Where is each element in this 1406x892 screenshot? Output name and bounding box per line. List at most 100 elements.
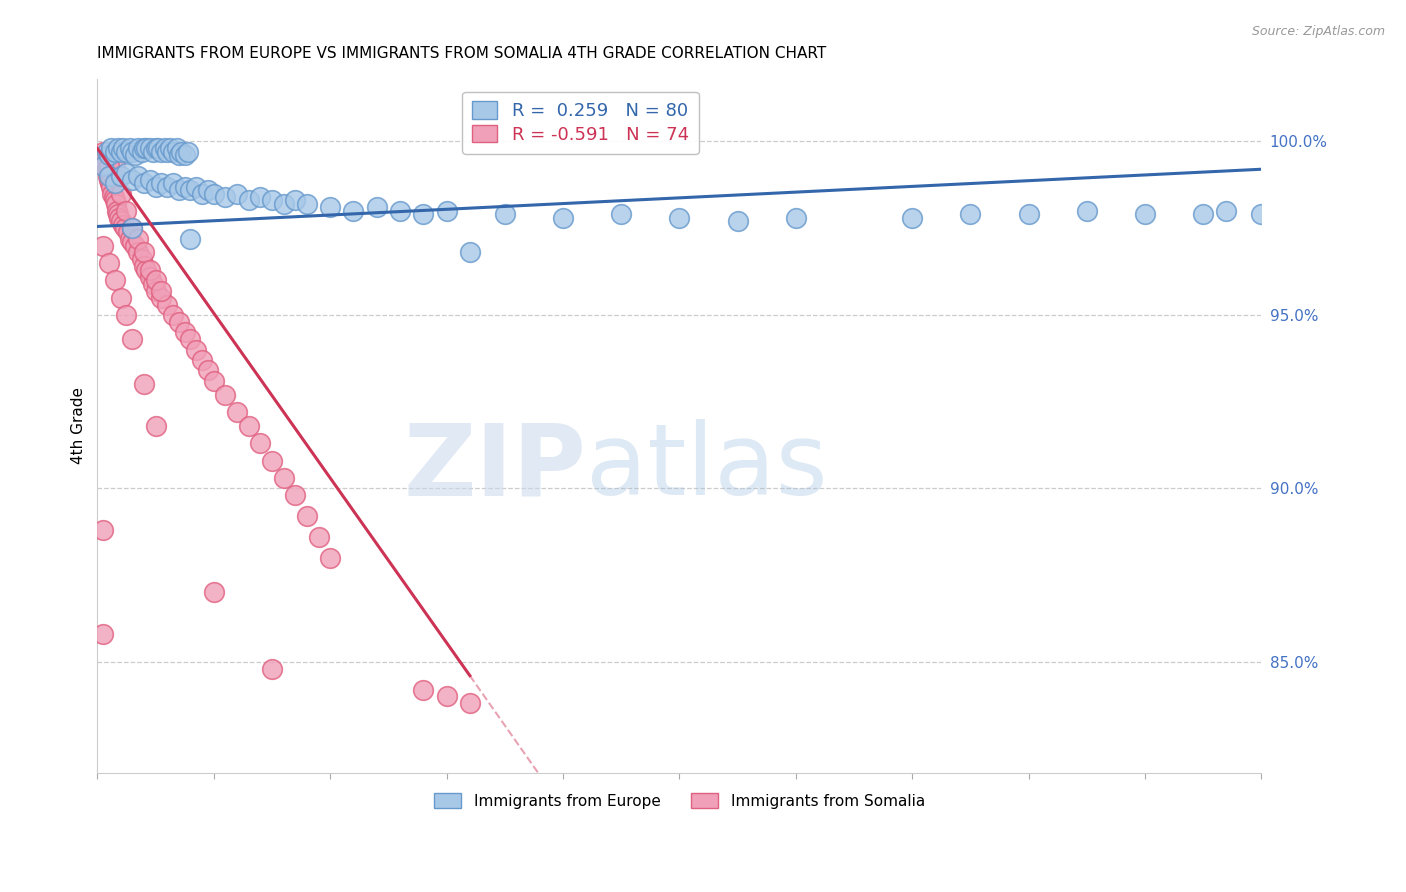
- Point: [121, 172, 143, 186]
- Point: [260, 453, 283, 467]
- Point: [91, 238, 114, 252]
- Point: [436, 203, 458, 218]
- Point: [121, 235, 143, 249]
- Point: [1250, 207, 1272, 221]
- Point: [124, 238, 146, 252]
- Point: [412, 207, 434, 221]
- Point: [104, 194, 127, 208]
- Point: [115, 145, 138, 159]
- Point: [117, 225, 139, 239]
- Text: IMMIGRANTS FROM EUROPE VS IMMIGRANTS FROM SOMALIA 4TH GRADE CORRELATION CHART: IMMIGRANTS FROM EUROPE VS IMMIGRANTS FRO…: [97, 46, 827, 62]
- Point: [91, 523, 114, 537]
- Point: [127, 231, 149, 245]
- Point: [1133, 207, 1156, 221]
- Point: [132, 176, 155, 190]
- Point: [111, 218, 134, 232]
- Point: [108, 211, 131, 225]
- Point: [458, 245, 481, 260]
- Point: [166, 141, 188, 155]
- Point: [98, 159, 121, 173]
- Point: [202, 186, 225, 201]
- Point: [238, 194, 260, 208]
- Point: [118, 231, 141, 245]
- Point: [100, 141, 122, 155]
- Point: [150, 291, 173, 305]
- Point: [115, 308, 138, 322]
- Y-axis label: 4th Grade: 4th Grade: [72, 387, 86, 465]
- Point: [162, 176, 184, 190]
- Point: [145, 141, 167, 155]
- Point: [115, 166, 138, 180]
- Point: [98, 169, 121, 184]
- Point: [162, 145, 184, 159]
- Point: [121, 145, 143, 159]
- Point: [156, 145, 179, 159]
- Point: [145, 273, 167, 287]
- Point: [104, 159, 127, 173]
- Point: [104, 273, 127, 287]
- Point: [145, 284, 167, 298]
- Point: [118, 141, 141, 155]
- Point: [104, 197, 127, 211]
- Point: [127, 169, 149, 184]
- Point: [105, 203, 128, 218]
- Point: [167, 148, 190, 162]
- Point: [96, 145, 118, 159]
- Point: [132, 260, 155, 274]
- Point: [197, 183, 219, 197]
- Point: [135, 141, 157, 155]
- Point: [388, 203, 411, 218]
- Point: [98, 148, 121, 162]
- Point: [436, 690, 458, 704]
- Point: [93, 152, 115, 166]
- Point: [249, 190, 271, 204]
- Point: [295, 509, 318, 524]
- Point: [202, 585, 225, 599]
- Point: [214, 190, 236, 204]
- Point: [110, 145, 132, 159]
- Point: [494, 207, 516, 221]
- Point: [132, 245, 155, 260]
- Point: [295, 197, 318, 211]
- Point: [668, 211, 690, 225]
- Point: [202, 374, 225, 388]
- Point: [100, 179, 122, 194]
- Point: [284, 488, 307, 502]
- Point: [96, 162, 118, 177]
- Point: [107, 141, 129, 155]
- Point: [138, 269, 160, 284]
- Text: Source: ZipAtlas.com: Source: ZipAtlas.com: [1251, 25, 1385, 38]
- Point: [214, 387, 236, 401]
- Point: [91, 159, 114, 173]
- Point: [366, 200, 388, 214]
- Point: [121, 332, 143, 346]
- Point: [127, 245, 149, 260]
- Point: [124, 148, 146, 162]
- Point: [98, 176, 121, 190]
- Point: [94, 159, 117, 173]
- Point: [226, 186, 249, 201]
- Point: [104, 145, 127, 159]
- Text: atlas: atlas: [586, 419, 828, 516]
- Point: [162, 308, 184, 322]
- Point: [167, 315, 190, 329]
- Point: [1076, 203, 1098, 218]
- Point: [131, 145, 153, 159]
- Point: [145, 179, 167, 194]
- Point: [785, 211, 807, 225]
- Point: [101, 186, 124, 201]
- Point: [111, 141, 134, 155]
- Point: [170, 145, 193, 159]
- Point: [342, 203, 364, 218]
- Point: [121, 221, 143, 235]
- Point: [146, 141, 169, 155]
- Point: [131, 252, 153, 267]
- Point: [197, 363, 219, 377]
- Point: [110, 291, 132, 305]
- Point: [191, 353, 214, 368]
- Point: [121, 221, 143, 235]
- Point: [132, 141, 155, 155]
- Point: [412, 682, 434, 697]
- Point: [142, 145, 165, 159]
- Point: [901, 211, 924, 225]
